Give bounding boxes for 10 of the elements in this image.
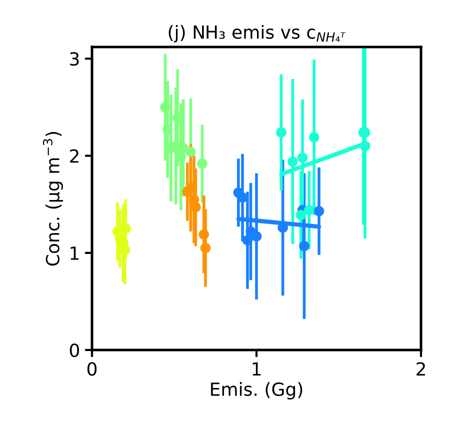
y-tick-label: 3 xyxy=(70,52,79,66)
chart-title: (j) NH₃ emis vs c$_{NH₄ᵀ}$ xyxy=(168,24,346,42)
y-axis-title: Conc. (μg m$^{−3}$) xyxy=(42,132,63,266)
y-tick-label: 2 xyxy=(70,149,78,163)
y-tick-label: 0 xyxy=(70,343,79,358)
x-tick-label: 0 xyxy=(87,362,97,376)
y-tick-label: 1 xyxy=(70,246,79,260)
x-tick-label: 2 xyxy=(416,362,425,376)
x-tick-label: 1 xyxy=(252,362,261,376)
x-axis-title: Emis. (Gg) xyxy=(211,382,302,400)
